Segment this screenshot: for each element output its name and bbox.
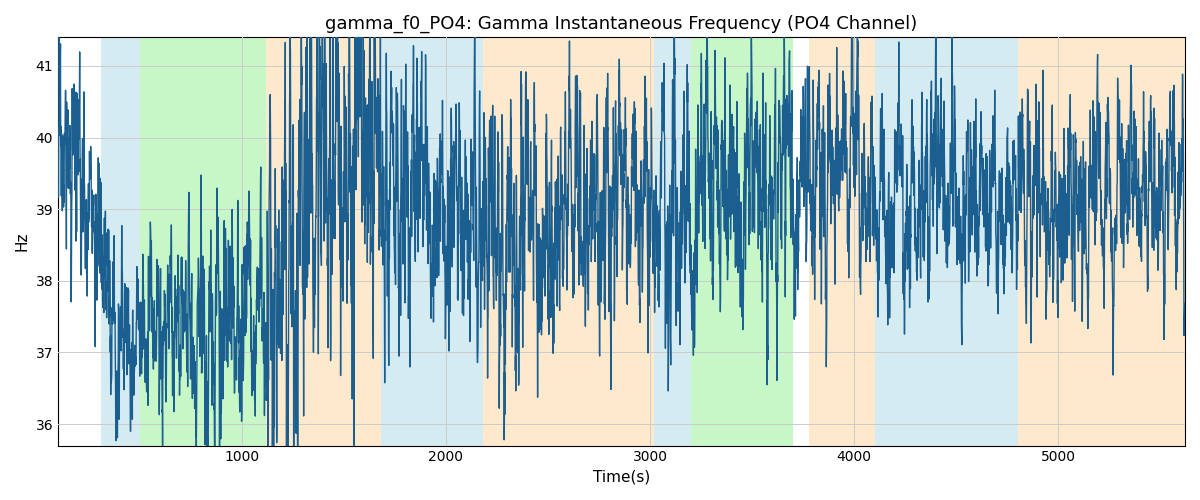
Y-axis label: Hz: Hz bbox=[14, 232, 30, 251]
Bar bbox=[1018, 38, 1186, 446]
Bar bbox=[101, 38, 139, 446]
Bar bbox=[482, 38, 654, 446]
Bar bbox=[266, 38, 380, 446]
Bar bbox=[691, 38, 793, 446]
Bar bbox=[793, 38, 809, 446]
Bar bbox=[420, 38, 482, 446]
Bar bbox=[380, 38, 420, 446]
Bar bbox=[654, 38, 691, 446]
Bar bbox=[139, 38, 266, 446]
X-axis label: Time(s): Time(s) bbox=[593, 470, 650, 485]
Bar bbox=[875, 38, 1018, 446]
Title: gamma_f0_PO4: Gamma Instantaneous Frequency (PO4 Channel): gamma_f0_PO4: Gamma Instantaneous Freque… bbox=[325, 15, 918, 34]
Bar bbox=[809, 38, 875, 446]
